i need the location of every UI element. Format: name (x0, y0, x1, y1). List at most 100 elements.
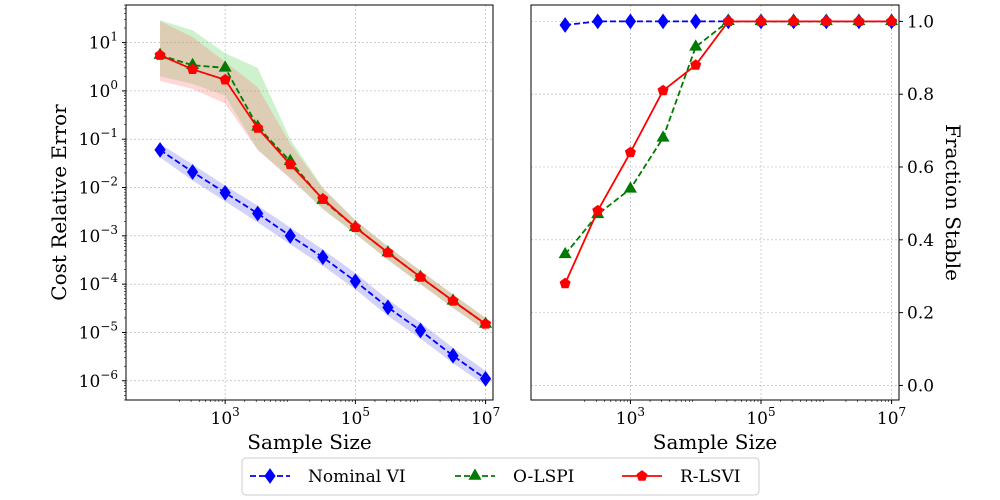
nominal-point (284, 227, 296, 244)
rlsvi-point (886, 15, 898, 27)
olspi-legend-marker (468, 468, 482, 480)
y-tick-label: 10−6 (79, 368, 118, 392)
olspi-point (623, 181, 637, 193)
x-axis-ticks: 103 105 107 (179, 400, 500, 429)
x-tick-label: 107 (471, 405, 500, 429)
rlsvi-point (154, 49, 166, 60)
nominal-point (624, 13, 637, 30)
olspi-line (564, 20, 892, 255)
rlsvi-point (624, 146, 636, 158)
nominal-point (317, 249, 329, 266)
rlsvi-point (722, 15, 734, 27)
x-tick-label: 107 (877, 405, 906, 429)
y-tick-label: 0.4 (907, 231, 934, 251)
y-tick-base: 10 (79, 323, 101, 343)
y-tick-exponent: 1 (110, 30, 118, 44)
y-tick-exponent: −1 (100, 126, 118, 140)
olspi-series (558, 13, 899, 259)
y-tick-exponent: −3 (100, 223, 118, 237)
x-axis-ticks: 103 105 107 (584, 400, 906, 429)
nominal-point (252, 205, 264, 222)
plot-frame (530, 4, 900, 401)
gridlines (531, 5, 899, 400)
rlsvi-legend-item: R-LSVI (622, 467, 740, 487)
nominal-legend-label: Nominal VI (308, 467, 406, 487)
nominal-point (479, 370, 492, 387)
nominal-point (186, 164, 199, 180)
olspi-point (558, 246, 572, 259)
y-tick-exponent: −4 (100, 271, 118, 285)
rlsvi-point (382, 246, 394, 258)
nominal-point (349, 273, 361, 290)
left-chart-cost-relative-error: 103 105 10710−610−510−410−310−210−1100101S… (47, 4, 500, 454)
rlsvi-point (187, 63, 199, 75)
rlsvi-point (349, 221, 361, 233)
y-tick-label: 100 (89, 78, 118, 102)
rlsvi-point (788, 15, 800, 27)
rlsvi-point (447, 295, 459, 306)
y-tick-base: 10 (79, 227, 101, 247)
x-tick-exponent: 5 (768, 405, 776, 419)
x-tick-exponent: 3 (232, 405, 240, 419)
rlsvi-legend-label: R-LSVI (680, 467, 740, 487)
rlsvi-point (252, 122, 264, 133)
x-tick-exponent: 7 (899, 405, 907, 419)
rlsvi-line (564, 20, 892, 284)
y-tick-base: 10 (89, 34, 111, 54)
x-tick-base: 10 (616, 409, 638, 429)
y-tick-label: 0.0 (907, 376, 934, 396)
y-tick-label: 10−2 (79, 175, 118, 199)
y-tick-base: 10 (89, 82, 111, 102)
olspi-legend-item: O-LSPI (455, 467, 574, 487)
x-tick-base: 10 (746, 409, 768, 429)
y-tick-label: 10−4 (79, 271, 119, 295)
rlsvi-point (853, 15, 865, 27)
y-tick-base: 10 (79, 275, 101, 295)
x-tick-label: 105 (746, 405, 775, 429)
nominal-legend-marker (264, 468, 276, 484)
y-axis-ticks: 0.0 0.2 0.4 0.6 0.8 1.0 (899, 12, 934, 396)
rlsvi-point (690, 59, 702, 70)
rlsvi-point (317, 193, 329, 204)
nominal-series (154, 142, 492, 387)
rlsvi-point (284, 158, 296, 170)
x-axis-label: Sample Size (247, 430, 371, 454)
y-tick-label: 0.6 (907, 158, 934, 178)
nominal-point (154, 142, 166, 158)
x-tick-base: 10 (211, 409, 233, 429)
x-tick-base: 10 (877, 409, 899, 429)
olspi-point (656, 130, 670, 142)
rlsvi-series (559, 15, 898, 289)
olspi-point (689, 39, 703, 51)
x-tick-label: 103 (211, 405, 240, 429)
y-tick-label: 0.2 (907, 304, 934, 324)
y-tick-exponent: 0 (110, 78, 118, 92)
nominal-point (657, 13, 669, 30)
nominal-point (690, 13, 702, 30)
x-tick-base: 10 (471, 409, 493, 429)
nominal-point (559, 17, 571, 33)
y-tick-exponent: −5 (100, 319, 118, 333)
y-tick-label: 1.0 (907, 12, 934, 32)
y-axis-label: Fraction Stable (941, 124, 965, 281)
rlsvi-point (480, 318, 492, 329)
rlsvi-legend-marker (636, 470, 648, 481)
plot-frame (125, 4, 494, 401)
y-axis-label: Cost Relative Error (47, 104, 71, 301)
gridlines (126, 5, 493, 400)
nominal-point (219, 184, 231, 201)
nominal-legend-item: Nominal VI (250, 467, 406, 487)
y-tick-label: 0.8 (907, 85, 934, 105)
olspi-legend-label: O-LSPI (513, 467, 574, 487)
y-tick-base: 10 (79, 179, 101, 199)
nominal-point (592, 13, 604, 30)
x-axis-label: Sample Size (653, 430, 777, 454)
y-tick-label: 10−5 (79, 319, 118, 343)
legend-frame (241, 457, 760, 496)
rlsvi-point (820, 15, 832, 27)
x-tick-label: 103 (616, 405, 645, 429)
x-tick-base: 10 (341, 409, 363, 429)
